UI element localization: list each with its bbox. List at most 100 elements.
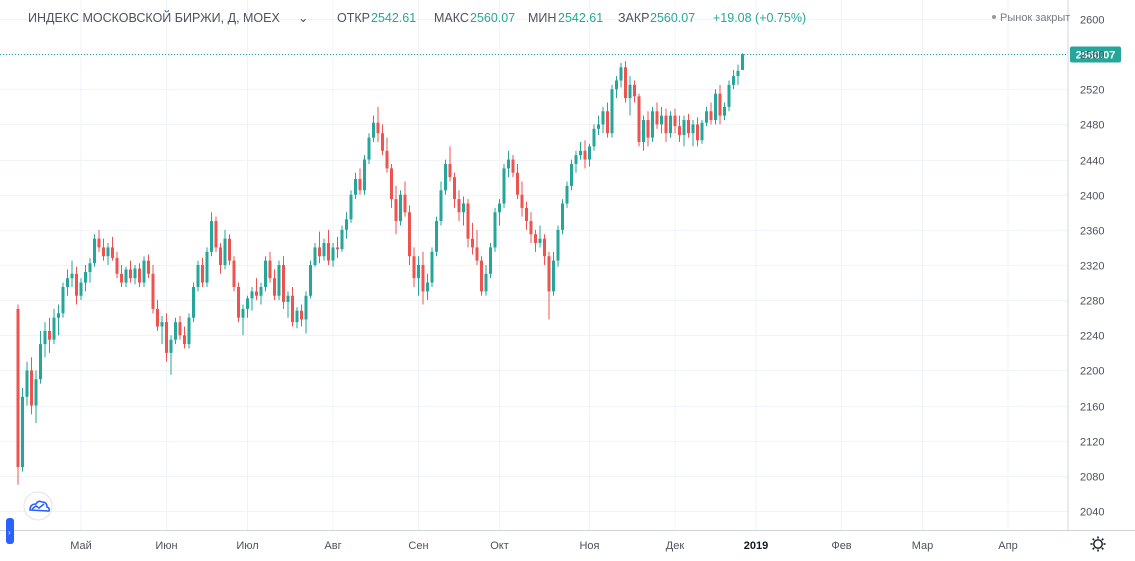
- candle-body: [169, 339, 173, 353]
- candle: [372, 115, 375, 142]
- symbol-title[interactable]: ИНДЕКС МОСКОВСКОЙ БИРЖИ, Д, MOEX: [28, 10, 280, 25]
- candle-body: [565, 185, 569, 204]
- time-axis-labels: Май Июн Июл Авг Сен Окт Ноя Дек 2019 Фев Мар Апр: [70, 540, 1017, 552]
- candle-body: [295, 310, 299, 323]
- candle-body: [736, 70, 740, 77]
- scroll-handle[interactable]: [6, 518, 14, 544]
- candle-body: [453, 177, 456, 200]
- candle: [367, 133, 371, 164]
- candle-body: [606, 111, 609, 134]
- candle-body: [610, 89, 614, 134]
- candle: [421, 251, 425, 305]
- candle-body: [390, 168, 393, 200]
- candle-body: [358, 178, 362, 191]
- time-tick-label: Дек: [666, 540, 685, 552]
- candle-body: [651, 111, 654, 138]
- candle-body: [318, 247, 321, 257]
- candle-body: [412, 256, 416, 279]
- candle-body: [66, 278, 69, 287]
- tradingview-cloud-icon[interactable]: [23, 491, 53, 521]
- price-tick-label: 2360: [1080, 226, 1104, 238]
- candle: [723, 102, 726, 121]
- candle-body: [705, 111, 708, 123]
- candle-body: [93, 238, 96, 264]
- candle-body: [439, 190, 443, 222]
- candle-body: [237, 286, 240, 318]
- candle: [192, 282, 195, 323]
- candle: [151, 265, 155, 314]
- candle-body: [322, 243, 326, 257]
- candle: [646, 111, 650, 147]
- candle: [714, 89, 717, 125]
- candle-body: [313, 247, 317, 265]
- candle: [457, 190, 461, 222]
- price-tick-label: 2320: [1080, 261, 1104, 273]
- candle: [453, 172, 456, 208]
- candle-body: [219, 247, 222, 265]
- candle: [417, 256, 420, 296]
- candle-body: [183, 335, 186, 345]
- candle-body: [597, 124, 600, 129]
- candle: [322, 238, 326, 261]
- chevron-down-icon[interactable]: ⌄: [298, 11, 308, 25]
- candle: [709, 102, 713, 125]
- candle: [97, 229, 101, 252]
- candle-body: [574, 155, 578, 164]
- candle-body: [160, 322, 164, 327]
- candle: [736, 64, 740, 85]
- candle: [147, 254, 150, 279]
- candle-body: [547, 256, 551, 292]
- candle: [331, 243, 335, 267]
- candle: [336, 236, 339, 258]
- candle: [507, 150, 510, 178]
- candle-body: [241, 308, 245, 318]
- candle: [516, 163, 519, 200]
- candle: [52, 308, 56, 345]
- candle: [597, 115, 600, 135]
- candle-body: [660, 115, 663, 125]
- candle: [93, 234, 96, 267]
- candle: [673, 108, 677, 134]
- candle: [556, 225, 560, 267]
- status-dot-icon: [992, 15, 996, 19]
- candle: [624, 61, 627, 103]
- candle-body: [246, 298, 249, 309]
- candle-body: [381, 133, 384, 151]
- candle: [601, 106, 605, 134]
- candle-body: [232, 260, 236, 287]
- gear-icon[interactable]: [1090, 536, 1106, 552]
- price-tick-label: 2040: [1080, 507, 1104, 519]
- candle: [237, 282, 240, 323]
- candle-body: [201, 265, 204, 283]
- high-label: МАКС: [434, 11, 469, 25]
- candle: [142, 256, 146, 287]
- candle-body: [633, 84, 636, 97]
- candle-body: [300, 310, 303, 320]
- candle-body: [696, 124, 699, 141]
- candle-body: [156, 308, 159, 327]
- time-tick-label: Июн: [155, 540, 177, 552]
- candle: [552, 251, 555, 296]
- candle: [178, 315, 182, 340]
- candle-body: [192, 286, 195, 318]
- candle: [538, 225, 542, 248]
- candle-body: [264, 260, 267, 287]
- candle: [637, 93, 641, 147]
- candle: [106, 243, 110, 265]
- price-tick-label: 2600: [1080, 15, 1104, 27]
- candle-body: [34, 379, 38, 406]
- candle-body: [88, 263, 92, 273]
- candle: [138, 263, 141, 287]
- candle: [124, 266, 128, 287]
- candle-body: [421, 265, 425, 292]
- candle: [43, 322, 47, 358]
- candle-body: [475, 247, 479, 261]
- candle: [223, 229, 227, 270]
- candle: [39, 330, 42, 384]
- candle: [529, 212, 533, 244]
- candle-body: [124, 269, 128, 283]
- candle-body: [511, 159, 515, 173]
- candle: [363, 155, 366, 195]
